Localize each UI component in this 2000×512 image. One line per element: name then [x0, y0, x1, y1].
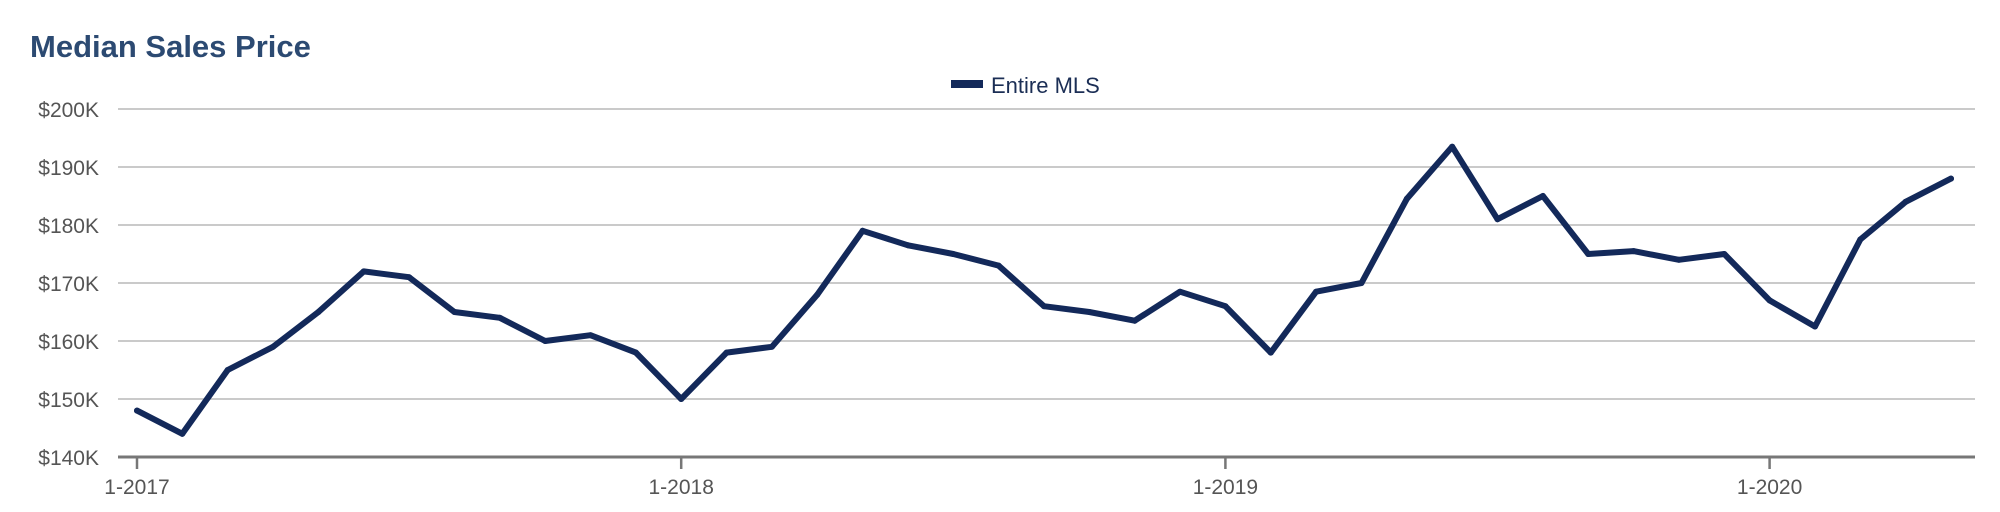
- data-point[interactable]: [1721, 251, 1728, 257]
- y-axis-tick-labels: $200K $190K $180K $170K $160K $150K $140K: [38, 99, 99, 470]
- data-point[interactable]: [406, 274, 413, 281]
- data-point[interactable]: [224, 367, 231, 373]
- data-point[interactable]: [270, 343, 277, 350]
- data-point[interactable]: [1857, 236, 1864, 243]
- y-tick-label: $170K: [38, 273, 99, 296]
- data-point[interactable]: [995, 262, 1002, 269]
- x-axis-tick-labels: 1-2017 1-2018 1-2019 1-2020: [104, 476, 1802, 499]
- data-point[interactable]: [1585, 251, 1592, 257]
- data-point[interactable]: [1403, 195, 1410, 202]
- y-tick-label: $180K: [38, 215, 99, 238]
- chart-title: Median Sales Price: [30, 29, 311, 64]
- data-point[interactable]: [1630, 248, 1637, 255]
- x-tick-label: 1-2020: [1737, 476, 1802, 499]
- data-point[interactable]: [1131, 317, 1138, 324]
- legend-label-entire-mls: Entire MLS: [991, 73, 1100, 98]
- y-tick-label: $190K: [38, 157, 99, 180]
- data-point[interactable]: [1449, 143, 1456, 150]
- data-point[interactable]: [1313, 288, 1320, 295]
- data-point[interactable]: [1766, 297, 1773, 304]
- y-tick-label: $140K: [38, 447, 99, 470]
- series-line-entire-mls: [134, 143, 1954, 437]
- data-point[interactable]: [1675, 256, 1682, 263]
- data-point[interactable]: [587, 332, 594, 339]
- y-tick-label: $150K: [38, 389, 99, 412]
- data-point[interactable]: [496, 314, 503, 321]
- data-point[interactable]: [950, 251, 957, 257]
- data-point[interactable]: [632, 349, 639, 356]
- data-point[interactable]: [1177, 288, 1184, 295]
- data-point[interactable]: [678, 396, 685, 402]
- data-point[interactable]: [315, 309, 322, 315]
- data-point[interactable]: [1494, 216, 1501, 223]
- data-point[interactable]: [179, 430, 186, 437]
- legend: Entire MLS: [951, 73, 1100, 98]
- x-tick-label: 1-2018: [649, 476, 714, 499]
- gridlines: [118, 108, 1975, 400]
- data-point[interactable]: [1539, 193, 1546, 199]
- data-point[interactable]: [859, 227, 866, 234]
- data-point[interactable]: [451, 309, 458, 315]
- x-tick-label: 1-2019: [1193, 476, 1258, 499]
- data-point[interactable]: [360, 268, 367, 275]
- legend-swatch: [951, 80, 983, 88]
- y-tick-label: $160K: [38, 331, 99, 354]
- data-point[interactable]: [1086, 309, 1093, 315]
- x-tick-label: 1-2017: [104, 476, 169, 499]
- data-point[interactable]: [723, 349, 730, 356]
- data-point[interactable]: [1041, 303, 1047, 310]
- data-point[interactable]: [814, 291, 821, 298]
- data-point[interactable]: [1358, 280, 1365, 286]
- series-group: [134, 143, 1954, 437]
- x-axis: [118, 455, 1975, 469]
- data-point[interactable]: [1222, 303, 1229, 310]
- data-point[interactable]: [134, 407, 140, 414]
- data-point[interactable]: [1267, 349, 1274, 356]
- data-point[interactable]: [1902, 198, 1909, 205]
- data-point[interactable]: [1811, 323, 1818, 330]
- data-point[interactable]: [542, 338, 549, 344]
- data-point[interactable]: [1948, 175, 1954, 182]
- y-tick-label: $200K: [38, 99, 99, 122]
- data-point[interactable]: [904, 242, 911, 249]
- data-point[interactable]: [768, 343, 775, 350]
